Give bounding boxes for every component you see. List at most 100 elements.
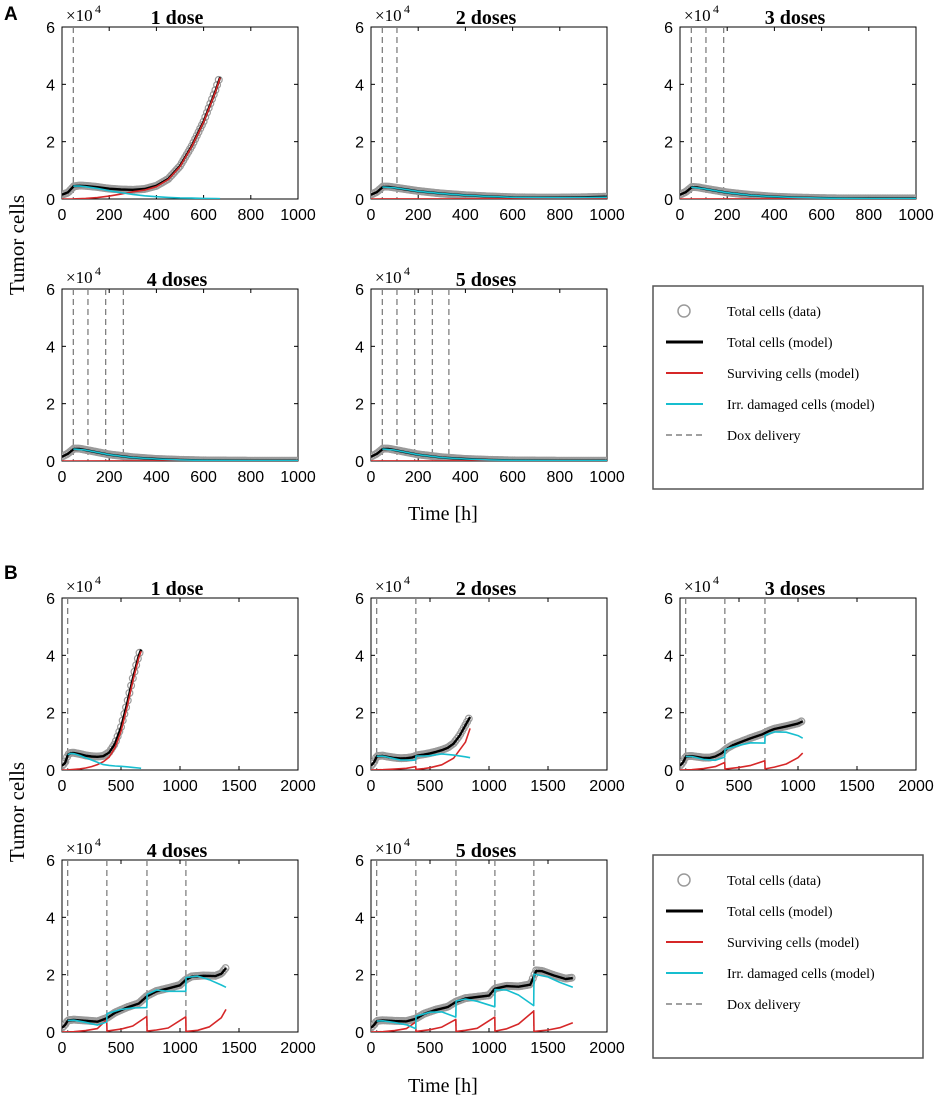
y-tick-label: 6 [355, 853, 364, 870]
scale-exponent: 4 [713, 2, 719, 16]
x-tick-label: 800 [855, 207, 882, 224]
axes-box [61, 859, 299, 1033]
damaged-line [67, 752, 142, 770]
x-tick-label: 0 [58, 1040, 67, 1057]
y-tick-label: 4 [355, 910, 364, 927]
scale-label: ×10 [684, 6, 711, 25]
scale-label: ×10 [66, 6, 93, 25]
subplot-title: 2 doses [456, 7, 517, 29]
x-tick-label: 600 [499, 469, 526, 486]
data-point [62, 761, 66, 770]
subplot-title: 2 doses [456, 578, 517, 600]
scale-label: ×10 [66, 839, 93, 858]
y-tick-label: 2 [355, 135, 364, 152]
x-tick-label: 0 [58, 207, 67, 224]
legend-a-surviving-label: Surviving cells (model) [727, 367, 860, 382]
x-tick-label: 0 [676, 207, 685, 224]
scale-label: ×10 [375, 839, 402, 858]
y-tick-label: 4 [355, 648, 364, 665]
scale-exponent: 4 [713, 573, 719, 587]
x-tick-label: 2000 [589, 1040, 625, 1057]
y-tick-label: 0 [46, 454, 55, 471]
axes-box [370, 26, 608, 200]
x-tick-label: 1000 [280, 207, 316, 224]
x-tick-label: 800 [546, 469, 573, 486]
y-tick-label: 6 [664, 591, 673, 608]
y-tick-label: 0 [46, 192, 55, 209]
surviving-line [680, 752, 804, 770]
scale-exponent: 4 [95, 835, 101, 849]
x-tick-label: 1500 [530, 1040, 566, 1057]
x-tick-label: 0 [367, 1040, 376, 1057]
surviving-line [62, 1009, 227, 1032]
x-tick-label: 2000 [898, 778, 934, 795]
x-tick-label: 0 [367, 469, 376, 486]
panel-b-xlabel: Time [h] [408, 1075, 478, 1097]
plot-area [371, 27, 607, 199]
scale-label: ×10 [375, 6, 402, 25]
y-tick-label: 0 [355, 1025, 364, 1042]
legend-a-model-label: Total cells (model) [727, 336, 833, 351]
scale-exponent: 4 [404, 573, 410, 587]
x-tick-label: 1000 [280, 469, 316, 486]
scale-exponent: 4 [95, 573, 101, 587]
x-tick-label: 200 [405, 469, 432, 486]
x-tick-label: 800 [237, 469, 264, 486]
x-tick-label: 400 [143, 207, 170, 224]
damaged-line [382, 186, 607, 199]
axes-box [370, 859, 608, 1033]
subplot-title: 3 doses [765, 7, 826, 29]
x-tick-label: 0 [676, 778, 685, 795]
axes-box [61, 597, 299, 771]
legend-b-dox-label: Dox delivery [727, 998, 800, 1013]
x-tick-label: 1000 [780, 778, 816, 795]
panel-a-letter: A [4, 4, 18, 25]
axes-box [370, 288, 608, 462]
data-point [680, 759, 686, 768]
subplot-title: 4 doses [147, 840, 208, 862]
x-tick-label: 500 [417, 1040, 444, 1057]
plot-area [62, 860, 230, 1032]
x-tick-label: 1500 [221, 1040, 257, 1057]
y-tick-label: 2 [355, 397, 364, 414]
plot-area [371, 289, 607, 461]
y-tick-label: 6 [355, 591, 364, 608]
surviving-line [62, 651, 142, 770]
surviving-line [371, 197, 607, 199]
x-tick-label: 500 [417, 778, 444, 795]
x-tick-label: 800 [546, 207, 573, 224]
x-tick-label: 0 [58, 469, 67, 486]
x-tick-label: 0 [367, 207, 376, 224]
scale-label: ×10 [66, 577, 93, 596]
subplot-title: 5 doses [456, 840, 517, 862]
y-tick-label: 2 [46, 968, 55, 985]
data-point [797, 717, 806, 726]
y-tick-label: 4 [46, 910, 55, 927]
subplot-title: 3 doses [765, 578, 826, 600]
y-tick-label: 4 [355, 77, 364, 94]
legend-a: Total cells (data) Total cells (model) S… [652, 285, 924, 490]
y-tick-label: 6 [355, 20, 364, 37]
panel-b-ylabel: Tumor cells [5, 762, 29, 862]
x-tick-label: 200 [96, 207, 123, 224]
y-tick-label: 2 [46, 397, 55, 414]
data-point [221, 964, 230, 973]
x-tick-label: 2000 [589, 778, 625, 795]
x-tick-label: 600 [808, 207, 835, 224]
axes-box [679, 26, 917, 200]
scale-exponent: 4 [404, 835, 410, 849]
legend-b-data-marker [677, 873, 691, 887]
y-tick-label: 2 [46, 706, 55, 723]
y-tick-label: 4 [664, 77, 673, 94]
data-point [371, 759, 377, 768]
legend-b-model-label: Total cells (model) [727, 905, 833, 920]
x-tick-label: 800 [237, 207, 264, 224]
y-tick-label: 6 [46, 20, 55, 37]
x-tick-label: 600 [190, 207, 217, 224]
